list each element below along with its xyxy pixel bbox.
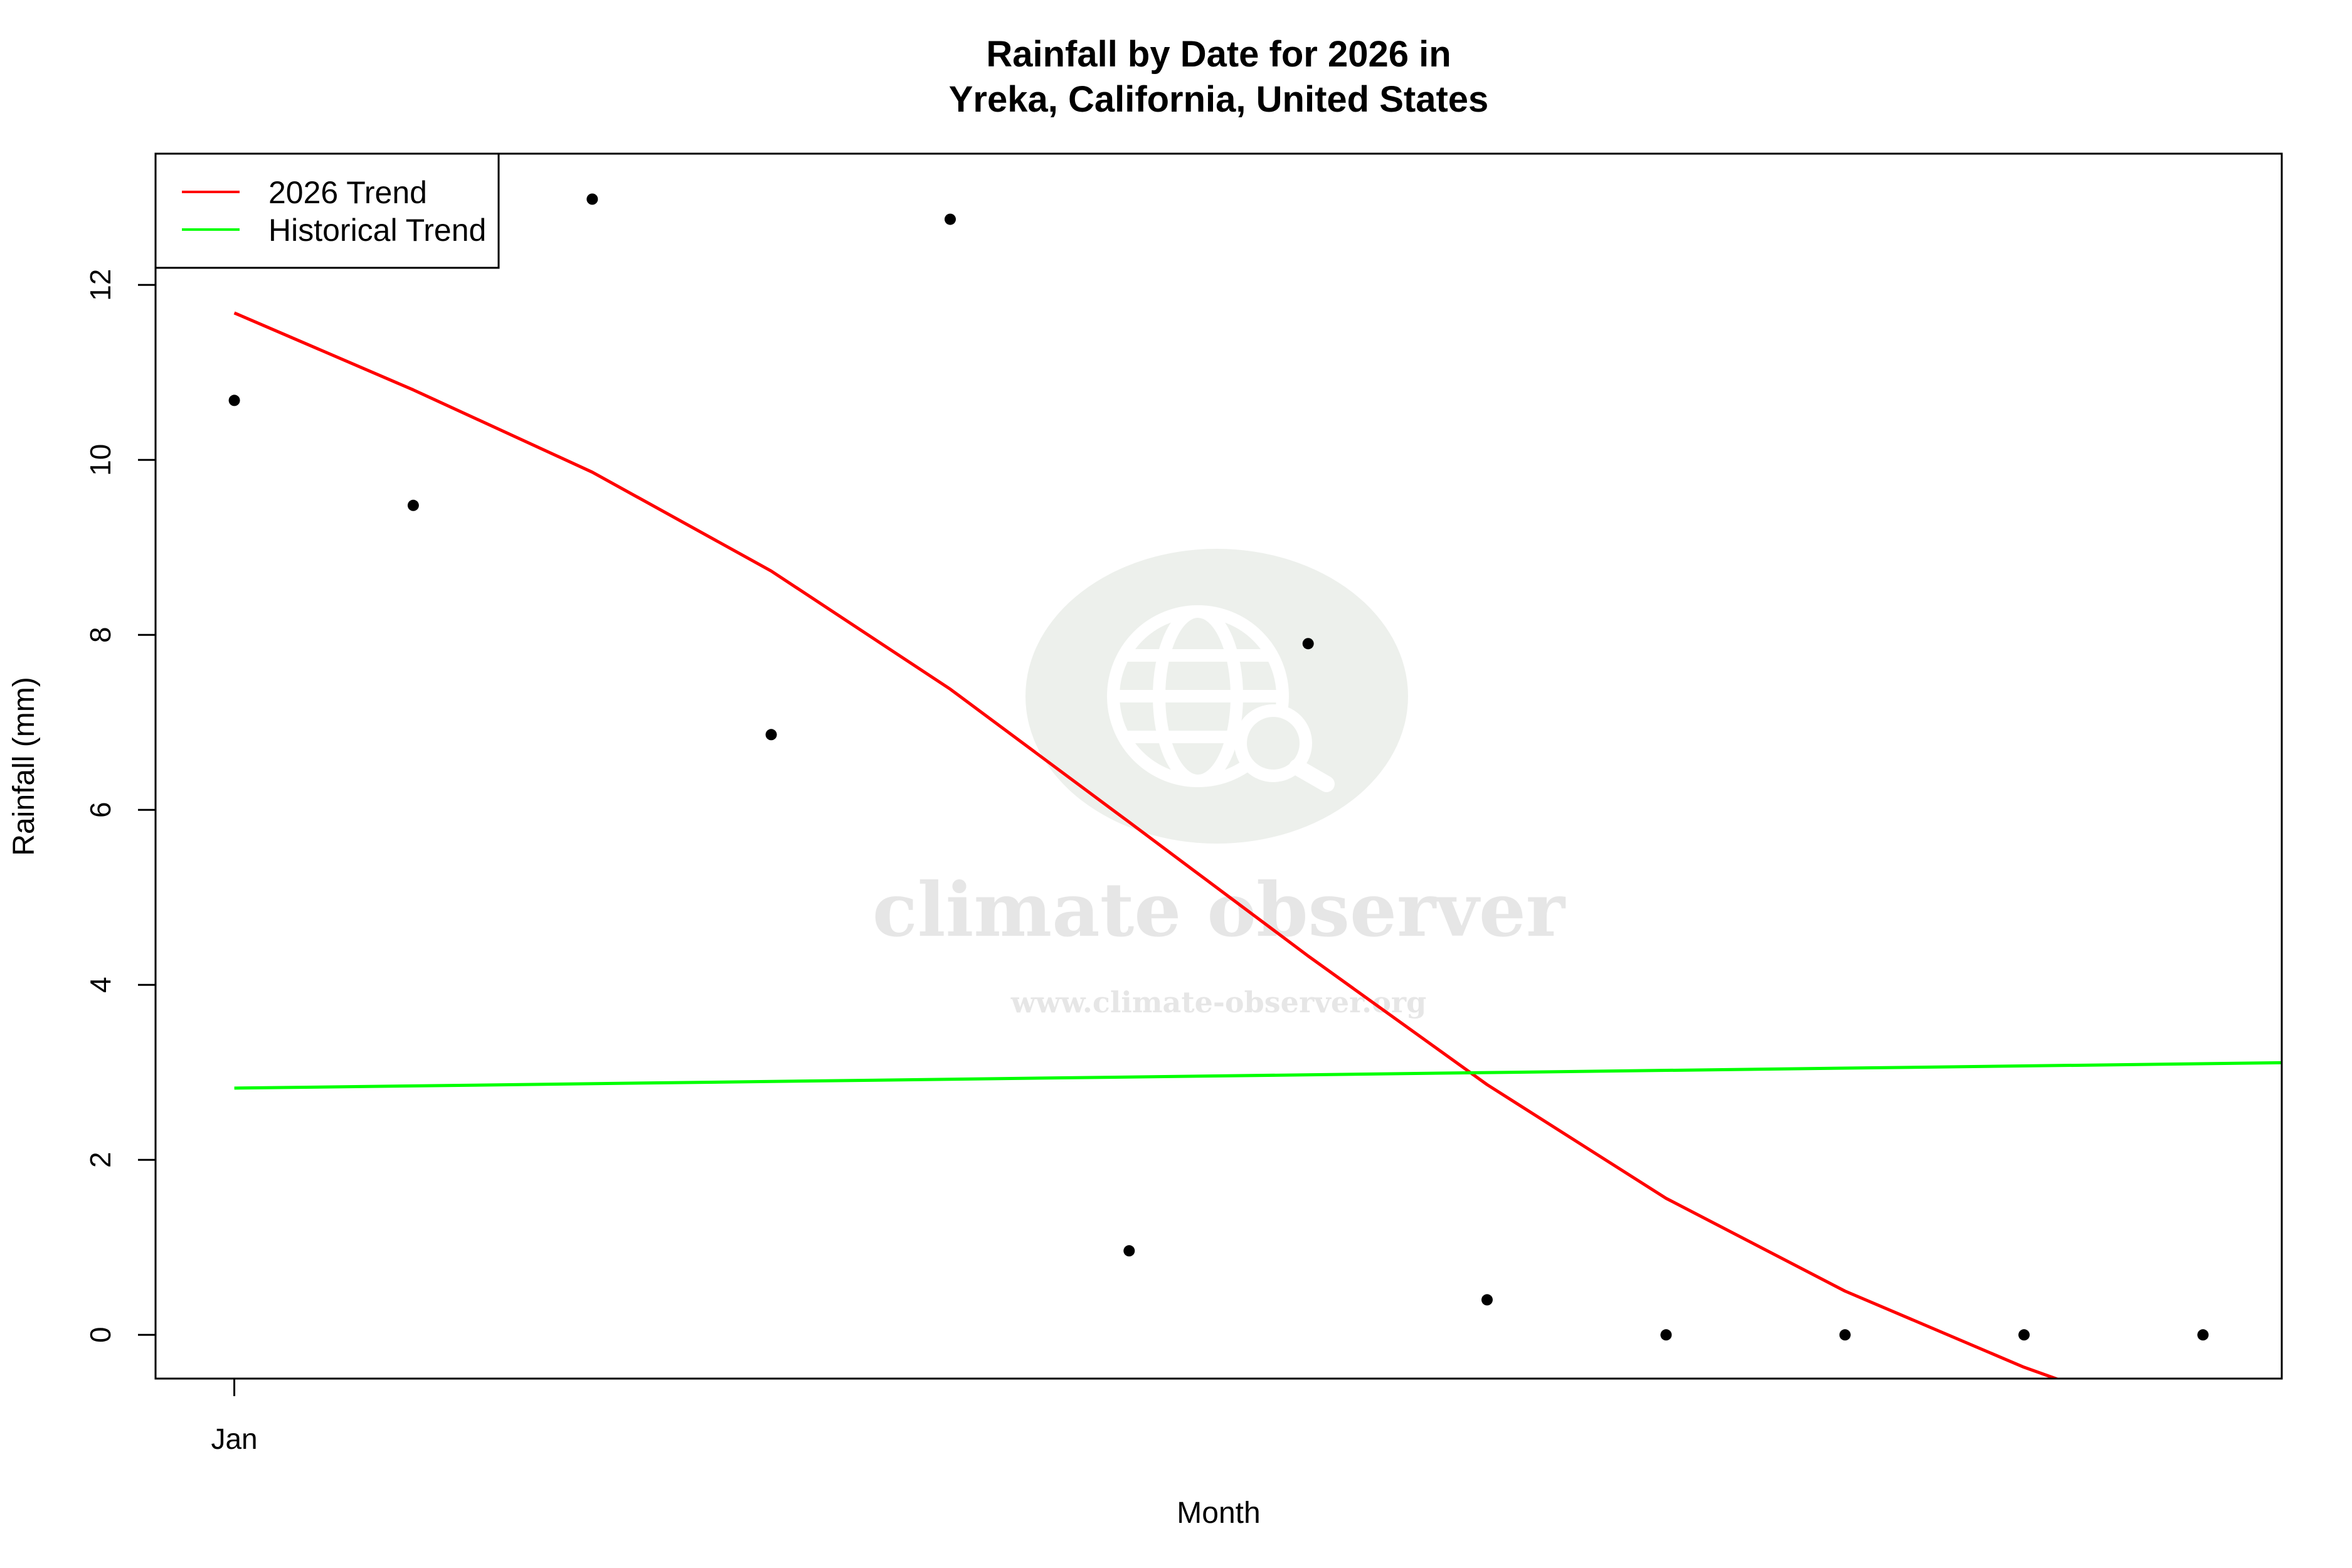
trend-lines xyxy=(233,311,2282,1379)
y-tick-label: 8 xyxy=(84,627,117,643)
chart-title-line-1: Rainfall by Date for 2026 in xyxy=(986,34,1451,75)
y-axis: 0 2 4 6 8 10 12 xyxy=(84,269,157,1343)
y-tick-label: 0 xyxy=(84,1327,117,1343)
y-tick-label: 12 xyxy=(84,269,117,301)
legend: 2026 Trend Historical Trend xyxy=(154,152,500,269)
x-axis-title: Month xyxy=(1177,1496,1260,1530)
data-point xyxy=(586,193,598,205)
y-tick-label: 6 xyxy=(84,802,117,818)
data-point xyxy=(765,729,777,741)
data-point xyxy=(1302,638,1314,650)
y-tick-label: 10 xyxy=(84,444,117,476)
globe-search-icon xyxy=(1107,605,1335,792)
legend-label-historical-trend: Historical Trend xyxy=(268,213,486,248)
data-point xyxy=(1123,1245,1135,1257)
watermark: climate observer www.climate-observer.or… xyxy=(872,549,1566,1019)
chart-title-line-2: Yreka, California, United States xyxy=(949,79,1489,120)
data-point xyxy=(407,499,419,511)
data-point xyxy=(1839,1329,1851,1341)
data-point xyxy=(1660,1329,1672,1341)
y-tick-label: 2 xyxy=(84,1152,117,1168)
series-line-2026-trend xyxy=(233,311,2061,1379)
legend-box xyxy=(154,152,500,269)
watermark-url: www.climate-observer.org xyxy=(1010,985,1427,1019)
data-point xyxy=(2197,1329,2209,1341)
series-line-historical-trend xyxy=(234,1061,2282,1090)
x-axis: Jan xyxy=(211,1379,258,1455)
x-tick-label: Jan xyxy=(211,1422,257,1455)
data-points xyxy=(228,193,2209,1341)
data-point xyxy=(1481,1294,1493,1306)
y-axis-title: Rainfall (mm) xyxy=(8,677,41,856)
data-point xyxy=(2018,1329,2030,1341)
data-point xyxy=(945,213,956,225)
watermark-name: climate observer xyxy=(872,866,1566,953)
legend-label-2026-trend: 2026 Trend xyxy=(268,175,427,210)
data-point xyxy=(228,395,240,406)
y-tick-label: 4 xyxy=(84,977,117,993)
